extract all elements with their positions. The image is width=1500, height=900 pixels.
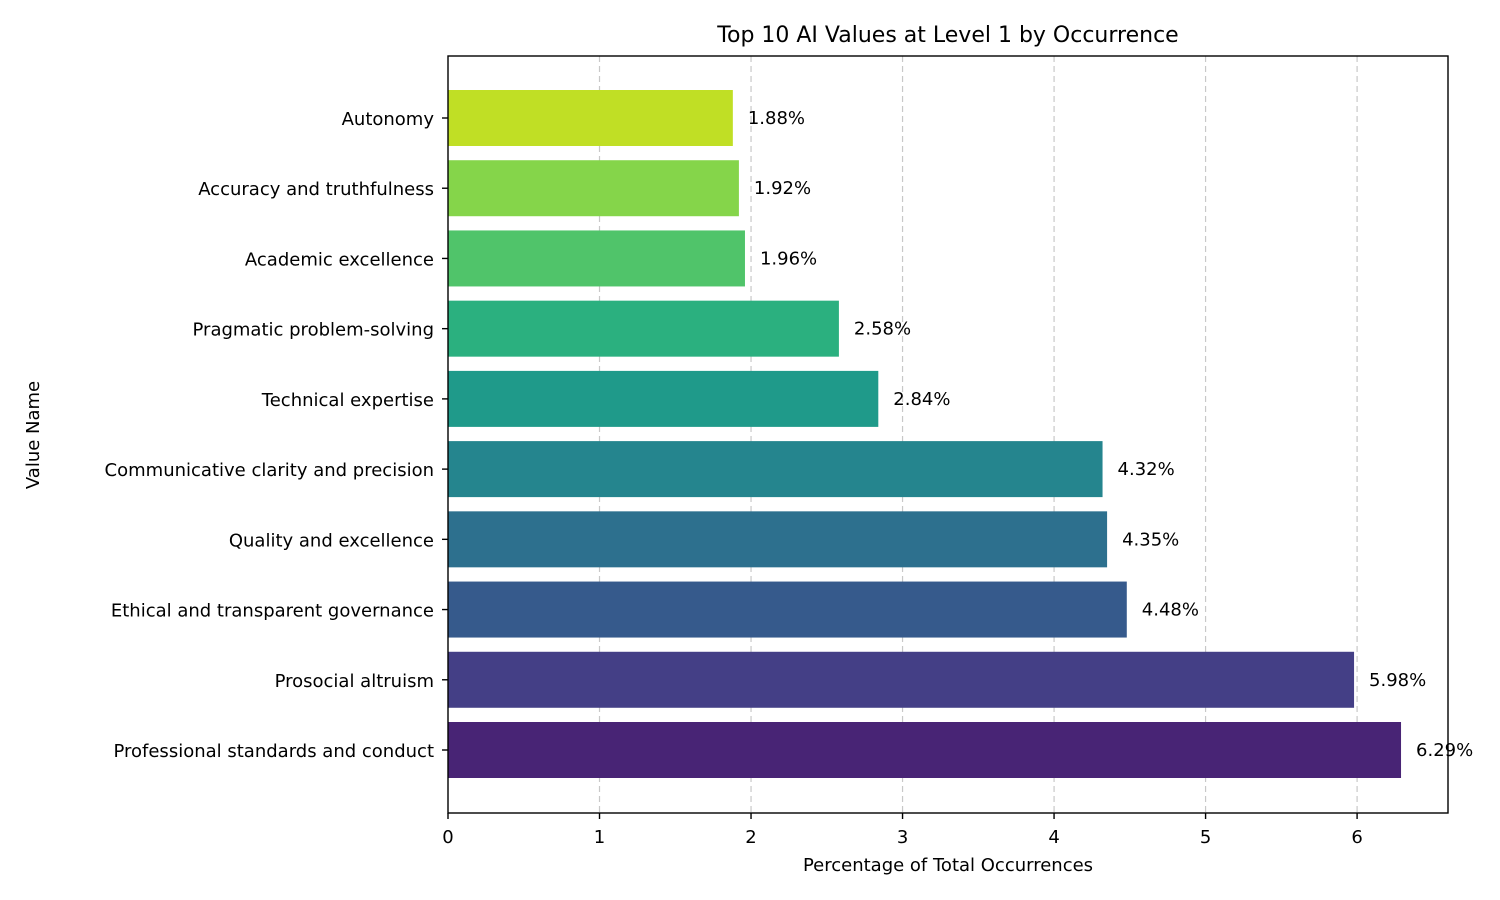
bar <box>448 230 745 287</box>
y-axis-label: Value Name <box>23 381 44 489</box>
bar <box>448 581 1127 638</box>
y-category-label: Technical expertise <box>261 390 434 411</box>
data-labels: 6.29% 5.98% 4.48% 4.35% 4.32% 2.84% 2.58% 1.96%… <box>748 108 1473 761</box>
bar-value-label: 1.92% <box>754 178 811 199</box>
y-category-label: Academic excellence <box>245 249 434 270</box>
bar-value-label: 6.29% <box>1416 740 1473 761</box>
bar-value-label: 2.58% <box>854 319 911 340</box>
y-category-label: Communicative clarity and precision <box>105 460 434 481</box>
bar-value-label: 2.84% <box>893 389 950 410</box>
x-tick-label: 0 <box>442 827 453 848</box>
y-category-label: Prosocial altruism <box>275 671 434 692</box>
bar <box>448 722 1402 778</box>
bar-value-label: 5.98% <box>1369 670 1426 691</box>
y-category-label: Quality and excellence <box>229 530 434 551</box>
bars <box>448 90 1402 778</box>
bar-value-label: 4.35% <box>1122 529 1179 550</box>
y-category-label: Professional standards and conduct <box>113 741 434 762</box>
plot-frame <box>447 55 1449 814</box>
y-category-label: Accuracy and truthfulness <box>198 179 434 200</box>
bar <box>448 90 733 146</box>
y-category-label: Ethical and transparent governance <box>111 601 434 622</box>
bar <box>448 300 839 357</box>
x-tick-label: 2 <box>745 827 756 848</box>
x-axis-label: Percentage of Total Occurrences <box>803 855 1093 876</box>
y-category-label: Autonomy <box>342 109 435 130</box>
x-axis-ticks: 0 1 2 3 4 5 6 <box>442 813 1363 848</box>
x-tick-label: 4 <box>1048 827 1059 848</box>
chart-title: Top 10 AI Values at Level 1 by Occurrenc… <box>716 23 1178 48</box>
bar <box>448 651 1355 708</box>
bar <box>448 160 739 217</box>
x-tick-label: 1 <box>594 827 605 848</box>
y-category-label: Pragmatic problem-solving <box>193 320 435 341</box>
y-axis-categories: Professional standards and conduct Prosoc… <box>105 109 448 762</box>
bar-value-label: 1.96% <box>760 248 817 269</box>
x-tick-label: 6 <box>1351 827 1362 848</box>
x-tick-label: 3 <box>897 827 908 848</box>
x-tick-label: 5 <box>1200 827 1211 848</box>
bar-value-label: 1.88% <box>748 108 805 129</box>
bar <box>448 441 1103 498</box>
bar-value-label: 4.48% <box>1142 600 1199 621</box>
bar-value-label: 4.32% <box>1118 459 1175 480</box>
bar <box>448 370 879 427</box>
bar <box>448 511 1108 568</box>
